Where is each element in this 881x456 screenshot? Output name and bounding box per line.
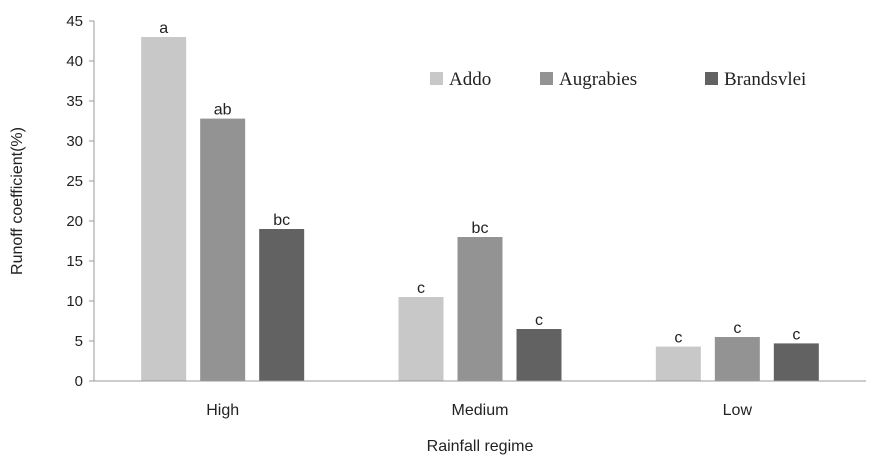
bar-data-label: c xyxy=(535,312,543,329)
bar-brandsvlei-high xyxy=(259,229,305,381)
bar-data-label: c xyxy=(792,326,800,343)
bar-data-label: bc xyxy=(273,212,290,229)
legend-swatch-augrabies xyxy=(540,72,553,85)
legend-label-brandsvlei: Brandsvlei xyxy=(724,69,806,90)
legend-label-augrabies: Augrabies xyxy=(559,69,637,90)
bar-augrabies-high xyxy=(200,118,246,381)
y-tick-label: 25 xyxy=(66,173,83,190)
y-tick-label: 45 xyxy=(66,13,83,30)
x-category-label: High xyxy=(206,402,239,419)
bar-augrabies-medium xyxy=(457,237,503,381)
bar-data-label: a xyxy=(159,20,168,37)
y-tick-label: 0 xyxy=(75,373,83,390)
y-tick-label: 40 xyxy=(66,53,83,70)
bars xyxy=(141,37,819,381)
x-axis-title: Rainfall regime xyxy=(427,438,534,455)
legend-label-addo: Addo xyxy=(449,69,491,90)
bar-data-label: c xyxy=(733,320,741,337)
legend-swatch-addo xyxy=(430,72,443,85)
bar-data-label: bc xyxy=(472,220,489,237)
bar-data-label: c xyxy=(417,280,425,297)
y-tick-label: 20 xyxy=(66,213,83,230)
y-tick-label: 30 xyxy=(66,133,83,150)
x-category-label: Medium xyxy=(452,402,509,419)
bar-labels: a ab bc c bc c c c c xyxy=(159,20,800,347)
y-tick-label: 10 xyxy=(66,293,83,310)
bar-addo-low xyxy=(655,346,701,381)
x-category-label: Low xyxy=(723,402,753,419)
bar-data-label: ab xyxy=(214,102,232,119)
y-tick-label: 35 xyxy=(66,93,83,110)
bar-brandsvlei-low xyxy=(773,343,819,381)
bar-data-label: c xyxy=(674,330,682,347)
y-tick-label: 5 xyxy=(75,333,83,350)
x-axis-categories: High Medium Low xyxy=(206,402,752,419)
bar-brandsvlei-medium xyxy=(516,329,562,381)
bar-augrabies-low xyxy=(714,337,760,381)
bar-addo-medium xyxy=(398,297,444,381)
legend: Addo Augrabies Brandsvlei xyxy=(430,69,806,90)
bar-addo-high xyxy=(141,37,187,381)
y-axis-title: Runoff coefficient(%) xyxy=(9,127,26,275)
y-axis-ticks: 0 5 10 15 20 25 30 35 40 45 xyxy=(66,13,94,390)
y-tick-label: 15 xyxy=(66,253,83,270)
legend-swatch-brandsvlei xyxy=(705,72,718,85)
